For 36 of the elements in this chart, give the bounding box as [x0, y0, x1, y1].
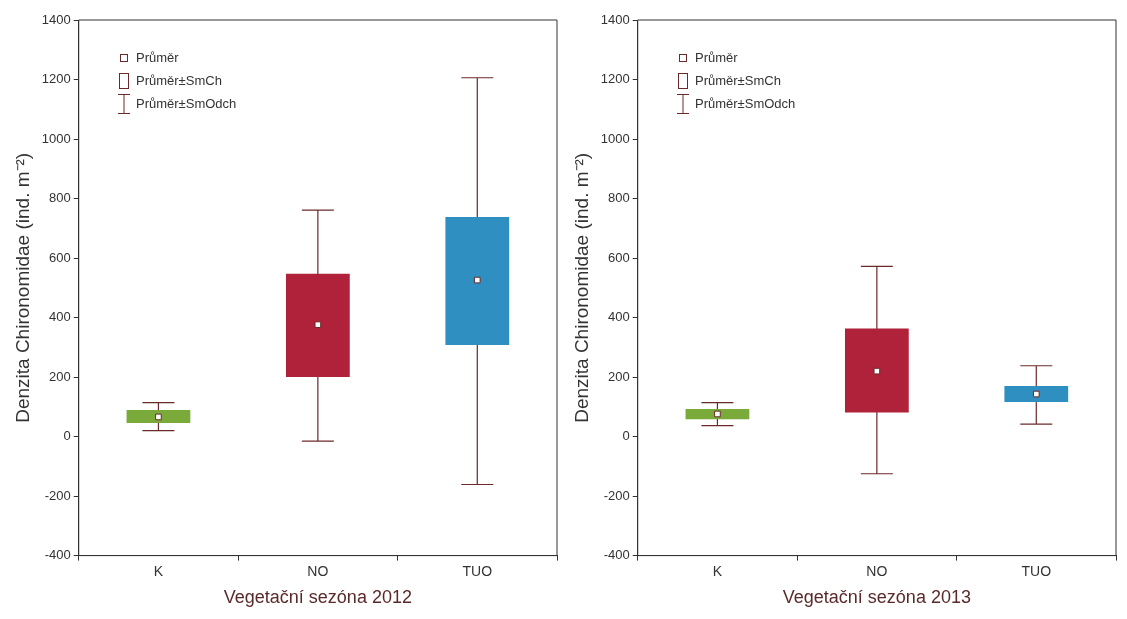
- y-tick-label: 1200: [600, 71, 630, 87]
- x-tick-label: NO: [866, 562, 888, 579]
- annotation: Průměr: [136, 50, 179, 65]
- x-tick-label: K: [712, 562, 723, 579]
- y-tick-label: -200: [603, 487, 630, 503]
- annotation: Průměr: [695, 50, 738, 65]
- y-tick-label: 600: [49, 249, 71, 265]
- y-axis-title: Denzita Chironomidae (ind. m⁻²): [11, 152, 33, 423]
- x-tick-label: K: [153, 562, 164, 579]
- annotation: Průměr±SmOdch: [136, 96, 237, 111]
- x-tick-label: TUO: [1021, 562, 1052, 579]
- y-axis-title: Denzita Chironomidae (ind. m⁻²): [570, 152, 592, 423]
- y-tick-label: 1200: [41, 71, 71, 87]
- y-tick-label: 800: [608, 190, 630, 206]
- y-tick-label: -200: [44, 487, 71, 503]
- y-tick-label: 1400: [600, 11, 630, 27]
- y-tick-label: 200: [49, 368, 71, 384]
- y-tick-label: 200: [608, 368, 630, 384]
- y-tick-label: -400: [44, 547, 71, 563]
- y-tick-label: 0: [622, 428, 630, 444]
- y-tick-label: 0: [63, 428, 71, 444]
- annotation: Průměr±SmOdch: [695, 96, 796, 111]
- y-tick-label: 600: [608, 249, 630, 265]
- x-axis-title: Vegetační sezóna 2013: [782, 587, 971, 608]
- y-tick-label: 1400: [41, 11, 71, 27]
- y-tick-label: 800: [49, 190, 71, 206]
- y-tick-label: 400: [49, 309, 71, 325]
- y-tick-label: 400: [608, 309, 630, 325]
- annotation: Průměr±SmCh: [695, 73, 781, 88]
- x-axis-title: Vegetační sezóna 2012: [223, 587, 412, 608]
- y-tick-label: 1000: [600, 130, 630, 146]
- y-tick-label: -400: [603, 547, 630, 563]
- y-tick-label: 1000: [41, 130, 71, 146]
- annotation: Průměr±SmCh: [136, 73, 222, 88]
- x-tick-label: NO: [307, 562, 329, 579]
- x-tick-label: TUO: [462, 562, 493, 579]
